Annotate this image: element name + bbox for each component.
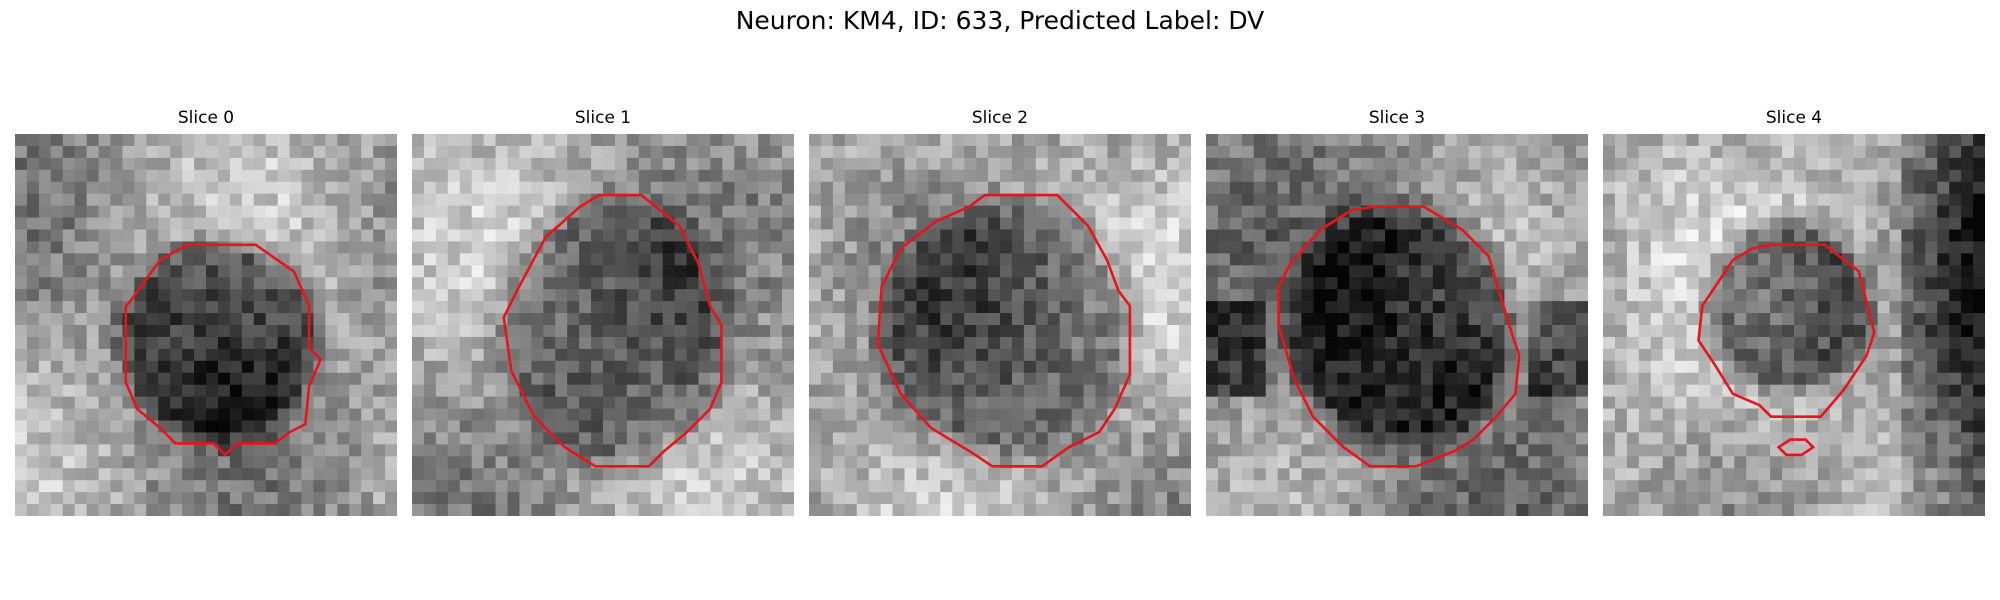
- slice-panel-0: Slice 0: [15, 108, 397, 526]
- segmentation-contour-small: [1776, 438, 1816, 457]
- slice-panel-3: Slice 3: [1206, 108, 1588, 526]
- segmentation-contour: [876, 193, 1132, 468]
- slice-image: [15, 134, 397, 516]
- slice-title: Slice 3: [1368, 108, 1426, 128]
- slice-title: Slice 1: [574, 108, 632, 128]
- pixel-grid: [809, 134, 1191, 516]
- pixel-grid: [15, 134, 397, 516]
- slice-image: [809, 134, 1191, 516]
- segmentation-contour: [1697, 243, 1876, 419]
- slice-panel-1: Slice 1: [412, 108, 794, 526]
- segmentation-contour: [502, 193, 723, 468]
- slice-image: [412, 134, 794, 516]
- figure-title: Neuron: KM4, ID: 633, Predicted Label: D…: [735, 6, 1265, 35]
- slice-title: Slice 0: [177, 108, 235, 128]
- segmentation-contour: [124, 243, 323, 457]
- slice-image: [1603, 134, 1985, 516]
- slice-panel-2: Slice 2: [809, 108, 1191, 526]
- pixel-grid: [1603, 134, 1985, 516]
- slice-image: [1206, 134, 1588, 516]
- segmentation-contour: [1277, 205, 1521, 468]
- slice-title: Slice 2: [971, 108, 1029, 128]
- slice-title: Slice 4: [1765, 108, 1823, 128]
- slice-panel-4: Slice 4: [1603, 108, 1985, 526]
- pixel-grid: [412, 134, 794, 516]
- pixel-grid: [1206, 134, 1588, 516]
